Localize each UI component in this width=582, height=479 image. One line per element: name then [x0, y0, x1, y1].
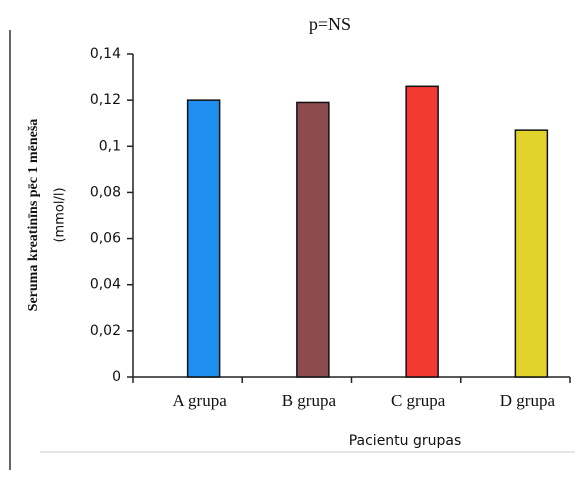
- y-axis-label: (mmol/l): [53, 187, 68, 242]
- x-tick-label: B grupa: [282, 391, 337, 410]
- y-axis-label: Seruma kreatinīns pēc 1 mēneša: [26, 119, 41, 312]
- y-tick-label: 0,02: [90, 323, 121, 339]
- y-tick-label: 0,08: [90, 184, 121, 200]
- y-tick-label: 0,1: [99, 138, 121, 154]
- chart-title: p=NS: [309, 14, 351, 34]
- bar: [296, 101, 330, 378]
- x-tick-label: C grupa: [391, 391, 446, 410]
- bar: [186, 99, 221, 378]
- y-tick-label: 0,14: [90, 46, 121, 62]
- bar: [514, 129, 549, 378]
- y-tick-label: 0,06: [90, 231, 121, 247]
- x-tick-label: A grupa: [172, 391, 227, 410]
- x-axis-label: Pacientu grupas: [349, 433, 462, 449]
- bar: [405, 85, 439, 378]
- y-tick-label: 0,12: [90, 92, 121, 108]
- y-tick-label: 0: [112, 369, 121, 385]
- y-tick-label: 0,04: [90, 277, 121, 293]
- x-tick-label: D grupa: [500, 391, 556, 410]
